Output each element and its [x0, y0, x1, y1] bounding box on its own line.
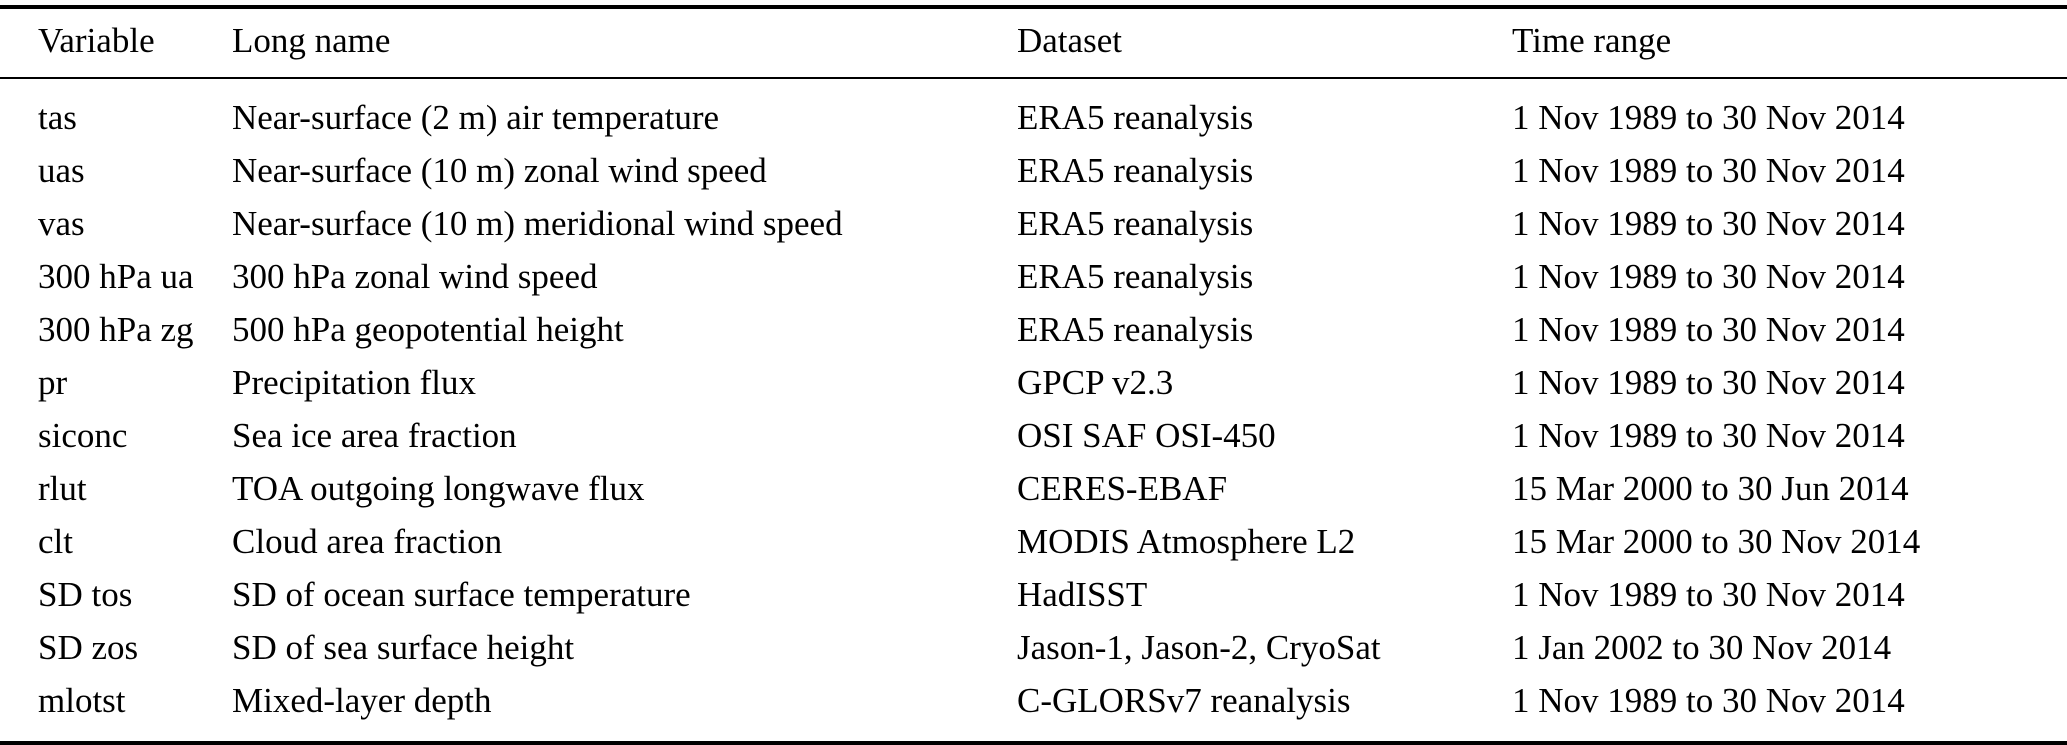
table-cell: ERA5 reanalysis: [1017, 309, 1254, 349]
table-row: clt Cloud area fraction MODIS Atmosphere L…: [0, 515, 2067, 568]
table-row: SD tos SD of ocean surface temperature Had…: [0, 568, 2067, 621]
table-cell: 1 Nov 1989 to 30 Nov 2014: [1512, 415, 1905, 455]
table-cell: C-GLORSv7 reanalysis: [1017, 680, 1351, 720]
table-header-row: Variable Long name Dataset Time range: [0, 7, 2067, 79]
table-cell: SD of sea surface height: [232, 627, 575, 667]
table-cell: siconc: [38, 415, 128, 455]
table-cell: SD zos: [38, 627, 139, 667]
table-cell: SD tos: [38, 574, 133, 614]
table-cell: clt: [38, 521, 73, 561]
table-cell: Sea ice area fraction: [232, 415, 517, 455]
table-cell: 1 Nov 1989 to 30 Nov 2014: [1512, 309, 1905, 349]
table-cell: rlut: [38, 468, 87, 508]
table-cell: tas: [38, 97, 77, 137]
table-cell: 1 Nov 1989 to 30 Nov 2014: [1512, 574, 1905, 614]
table-cell: CERES-EBAF: [1017, 468, 1228, 508]
table-cell: 15 Mar 2000 to 30 Nov 2014: [1512, 521, 1921, 561]
table-cell: TOA outgoing longwave flux: [232, 468, 645, 508]
table-cell: 300 hPa ua: [38, 256, 194, 296]
table-cell: vas: [38, 203, 85, 243]
table-cell: SD of ocean surface temperature: [232, 574, 691, 614]
table-cell: pr: [38, 362, 68, 402]
table-row: rlut TOA outgoing longwave flux CERES-EBAF…: [0, 462, 2067, 515]
table-row: 300 hPa ua 300 hPa zonal wind speed ERA5 r…: [0, 250, 2067, 303]
table-cell: Cloud area fraction: [232, 521, 503, 561]
column-header-long-name: Long name: [232, 7, 1017, 79]
table-cell: MODIS Atmosphere L2: [1017, 521, 1356, 561]
table-cell: Jason-1, Jason-2, CryoSat: [1017, 627, 1381, 667]
table-cell: 300 hPa zg: [38, 309, 194, 349]
table-cell: 500 hPa geopotential height: [232, 309, 624, 349]
table-cell: 300 hPa zonal wind speed: [232, 256, 598, 296]
table-cell: 15 Mar 2000 to 30 Jun 2014: [1512, 468, 1909, 508]
column-header-time-range: Time range: [1512, 7, 2067, 79]
table-cell: 1 Jan 2002 to 30 Nov 2014: [1512, 627, 1892, 667]
table-row: siconc Sea ice area fraction OSI SAF OSI-4…: [0, 409, 2067, 462]
table-row: pr Precipitation flux GPCP v2.3 1 Nov 1989 …: [0, 356, 2067, 409]
table-cell: ERA5 reanalysis: [1017, 256, 1254, 296]
table-cell: ERA5 reanalysis: [1017, 97, 1254, 137]
table-cell: 1 Nov 1989 to 30 Nov 2014: [1512, 203, 1905, 243]
table-cell: 1 Nov 1989 to 30 Nov 2014: [1512, 97, 1905, 137]
table-row: SD zos SD of sea surface height Jason-1, J…: [0, 621, 2067, 674]
table-cell: 1 Nov 1989 to 30 Nov 2014: [1512, 362, 1905, 402]
column-header-dataset: Dataset: [1017, 7, 1512, 79]
variables-table: Variable Long name Dataset Time range ta…: [0, 5, 2067, 745]
table-cell: uas: [38, 150, 85, 190]
table-cell: OSI SAF OSI-450: [1017, 415, 1276, 455]
table-row: mlotst Mixed-layer depth C-GLORSv7 reanaly…: [0, 674, 2067, 743]
table-cell: Mixed-layer depth: [232, 680, 492, 720]
table-cell: mlotst: [38, 680, 126, 720]
table-row: vas Near-surface (10 m) meridional wind s…: [0, 197, 2067, 250]
table-cell: 1 Nov 1989 to 30 Nov 2014: [1512, 680, 1905, 720]
table-cell: Near-surface (2 m) air temperature: [232, 97, 720, 137]
table-row: tas Near-surface (2 m) air temperature ERA…: [0, 78, 2067, 144]
table-cell: ERA5 reanalysis: [1017, 150, 1254, 190]
table-row: uas Near-surface (10 m) zonal wind speed E…: [0, 144, 2067, 197]
table-body: tas Near-surface (2 m) air temperature ERA…: [0, 78, 2067, 743]
table-cell: Precipitation flux: [232, 362, 476, 402]
table-cell: HadISST: [1017, 574, 1148, 614]
table-cell: ERA5 reanalysis: [1017, 203, 1254, 243]
column-header-variable: Variable: [0, 7, 232, 79]
table-cell: 1 Nov 1989 to 30 Nov 2014: [1512, 150, 1905, 190]
table-cell: Near-surface (10 m) meridional wind spee…: [232, 203, 843, 243]
table-cell: GPCP v2.3: [1017, 362, 1174, 402]
table-cell: Near-surface (10 m) zonal wind speed: [232, 150, 767, 190]
table-cell: 1 Nov 1989 to 30 Nov 2014: [1512, 256, 1905, 296]
table-row: 300 hPa zg 500 hPa geopotential height ERA…: [0, 303, 2067, 356]
